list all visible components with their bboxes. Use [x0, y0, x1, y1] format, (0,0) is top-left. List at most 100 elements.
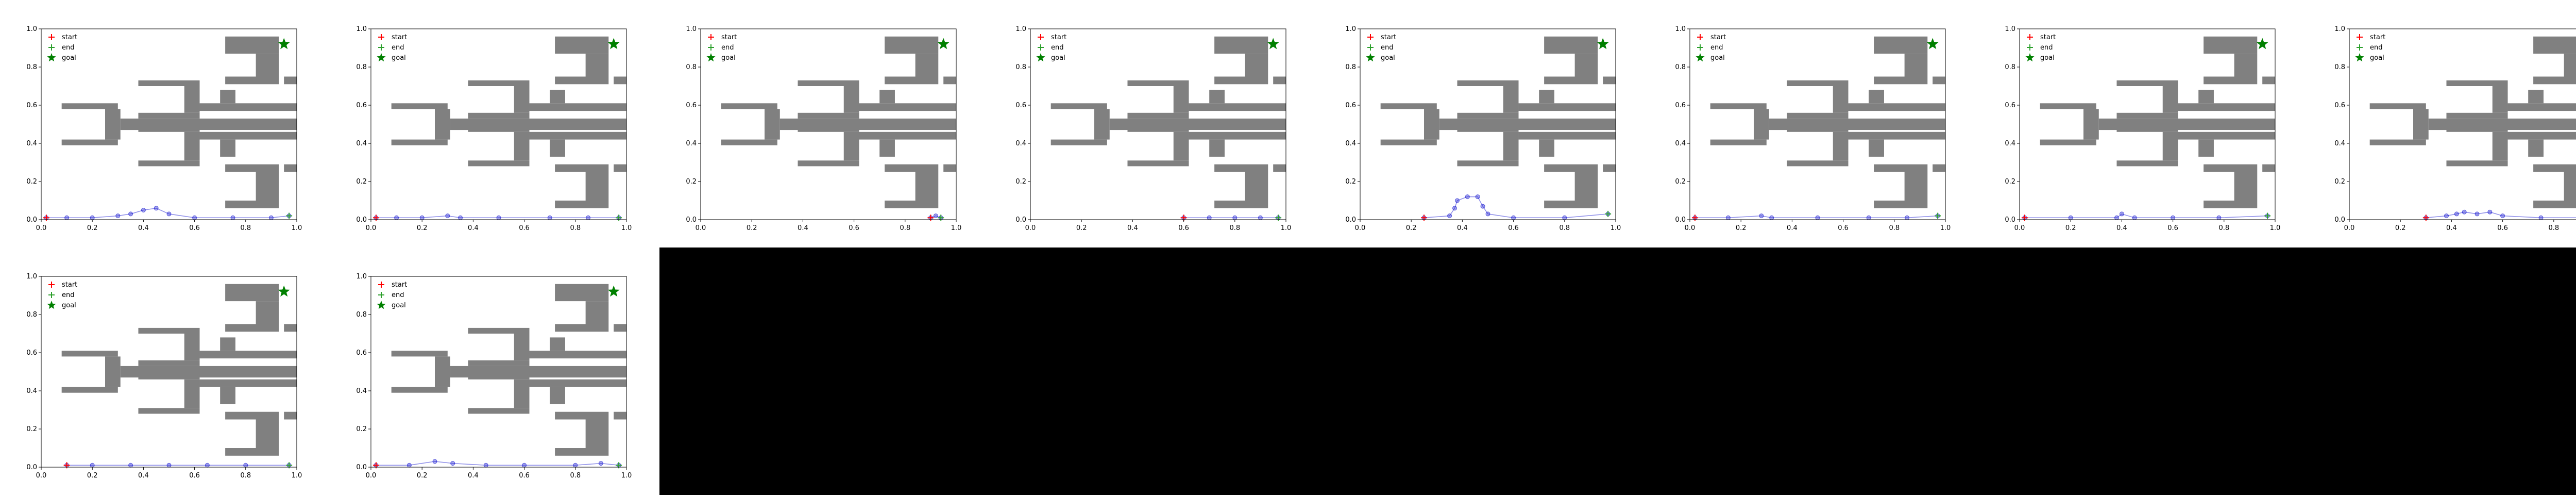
- y-tick-label: 0.0: [1015, 216, 1026, 224]
- maze-wall: [555, 411, 609, 420]
- maze-wall: [1787, 160, 1849, 167]
- trajectory-point: [1759, 213, 1764, 219]
- maze-wall: [1874, 201, 1928, 208]
- trajectory-point: [2538, 215, 2544, 220]
- x-tick-label: 0.4: [1787, 224, 1798, 232]
- axes-frame: [370, 28, 627, 220]
- maze-wall: [1245, 172, 1268, 201]
- axes-frame: [41, 276, 297, 468]
- maze-wall: [2178, 103, 2275, 111]
- maze-wall: [138, 80, 200, 86]
- maze-wall: [798, 112, 859, 119]
- maze-wall: [555, 448, 609, 456]
- legend: start end goal: [1696, 34, 1726, 62]
- trajectory-point: [128, 463, 133, 468]
- trajectory-point: [522, 463, 527, 468]
- maze-wall: [391, 387, 448, 393]
- maze-wall: [915, 54, 939, 77]
- maze-wall: [1189, 131, 1286, 140]
- maze-wall: [184, 86, 200, 113]
- maze-wall: [2533, 76, 2576, 85]
- axes-frame: [1360, 28, 1616, 220]
- x-tick-label: 0.4: [2116, 224, 2127, 232]
- maze-wall: [2413, 109, 2429, 140]
- y-tick-label: 0.6: [26, 102, 37, 109]
- maze-wall: [256, 301, 279, 324]
- y-tick-label: 0.6: [1675, 102, 1686, 109]
- maze-wall: [199, 131, 297, 140]
- y-tick-label: 0.8: [1675, 63, 1686, 71]
- legend: start end goal: [706, 34, 737, 62]
- legend-goal-icon: [2355, 53, 2364, 62]
- y-tick-label: 0.4: [1015, 140, 1026, 147]
- x-tick-label: 0.0: [1025, 224, 1036, 232]
- legend-goal-icon: [1366, 53, 1375, 62]
- goal-star-icon: [1597, 38, 1609, 50]
- legend-start-icon: [378, 282, 384, 288]
- trajectory-point: [1232, 215, 1238, 220]
- x-tick-label: 0.0: [36, 472, 47, 480]
- maze-wall: [2446, 80, 2508, 86]
- maze-wall: [391, 351, 448, 357]
- end-marker: [2264, 212, 2271, 219]
- goal-star-icon: [278, 285, 290, 297]
- legend-label: start: [1051, 34, 1066, 41]
- legend-label: goal: [62, 54, 76, 62]
- trajectory-point: [268, 215, 274, 220]
- trajectory-point: [496, 215, 501, 220]
- maze-wall: [2204, 76, 2258, 85]
- trajectory-point: [64, 215, 70, 220]
- y-tick-label: 0.8: [1345, 63, 1356, 71]
- plot-svg: 0.0 0.2 0.4 0.6 0.8 1.0 0.0 0.2 0.4 0.6 0.8 1.0 star…: [356, 273, 632, 480]
- legend-start-icon: [378, 34, 384, 40]
- x-tick-label: 0.0: [36, 224, 47, 232]
- maze-wall: [1273, 164, 1286, 172]
- maze-wall: [468, 373, 530, 380]
- axes-frame: [1689, 28, 1946, 220]
- maze-wall: [184, 379, 200, 408]
- plot-svg: 0.0 0.2 0.4 0.6 0.8 1.0 0.0 0.2 0.4 0.6 0.8 1.0 star…: [1015, 25, 1291, 232]
- maze-wall: [1544, 164, 1598, 172]
- maze-wall: [885, 76, 939, 85]
- maze-wall: [468, 360, 530, 366]
- y-tick-label: 0.8: [356, 63, 367, 71]
- legend-label: start: [1710, 34, 1726, 41]
- x-tick-label: 0.6: [519, 472, 530, 480]
- maze-plot-10: 0.0 0.2 0.4 0.6 0.8 1.0 0.0 0.2 0.4 0.6 0.8 1.0 star…: [330, 248, 659, 495]
- trajectory-point: [450, 461, 455, 466]
- trajectory-point: [1447, 213, 1452, 219]
- trajectory-line: [376, 461, 619, 466]
- maze-wall: [2204, 201, 2258, 208]
- goal-star-icon: [937, 38, 950, 50]
- maze-wall: [199, 379, 297, 387]
- maze-wall: [885, 36, 939, 54]
- trajectory-line: [46, 208, 290, 219]
- maze-wall: [1904, 172, 1928, 201]
- maze-wall: [1127, 112, 1189, 119]
- maze-wall: [1754, 109, 1769, 140]
- maze-wall: [555, 36, 609, 54]
- y-tick-label: 0.8: [356, 311, 367, 319]
- y-tick-label: 0.6: [2005, 102, 2015, 109]
- maze-wall: [468, 160, 530, 167]
- maze-wall: [1833, 131, 1849, 161]
- maze-wall: [225, 36, 279, 54]
- maze-wall: [2564, 54, 2576, 77]
- maze-wall: [2116, 80, 2178, 86]
- legend-label: goal: [392, 302, 406, 309]
- maze-wall: [1869, 139, 1884, 157]
- maze-wall: [555, 324, 609, 332]
- maze-wall: [2162, 131, 2178, 161]
- trajectory-point: [458, 215, 463, 220]
- legend-start-icon: [48, 282, 55, 288]
- maze-wall: [2528, 139, 2544, 157]
- goal-star-icon: [607, 38, 620, 50]
- trajectory-point: [230, 215, 235, 220]
- x-tick-label: 0.2: [2395, 224, 2406, 232]
- maze-wall: [585, 301, 609, 324]
- x-tick-label: 0.4: [468, 224, 479, 232]
- maze-wall: [614, 76, 626, 85]
- legend-label: end: [721, 44, 734, 52]
- trajectory-line: [930, 215, 941, 219]
- legend-start-icon: [1697, 34, 1703, 40]
